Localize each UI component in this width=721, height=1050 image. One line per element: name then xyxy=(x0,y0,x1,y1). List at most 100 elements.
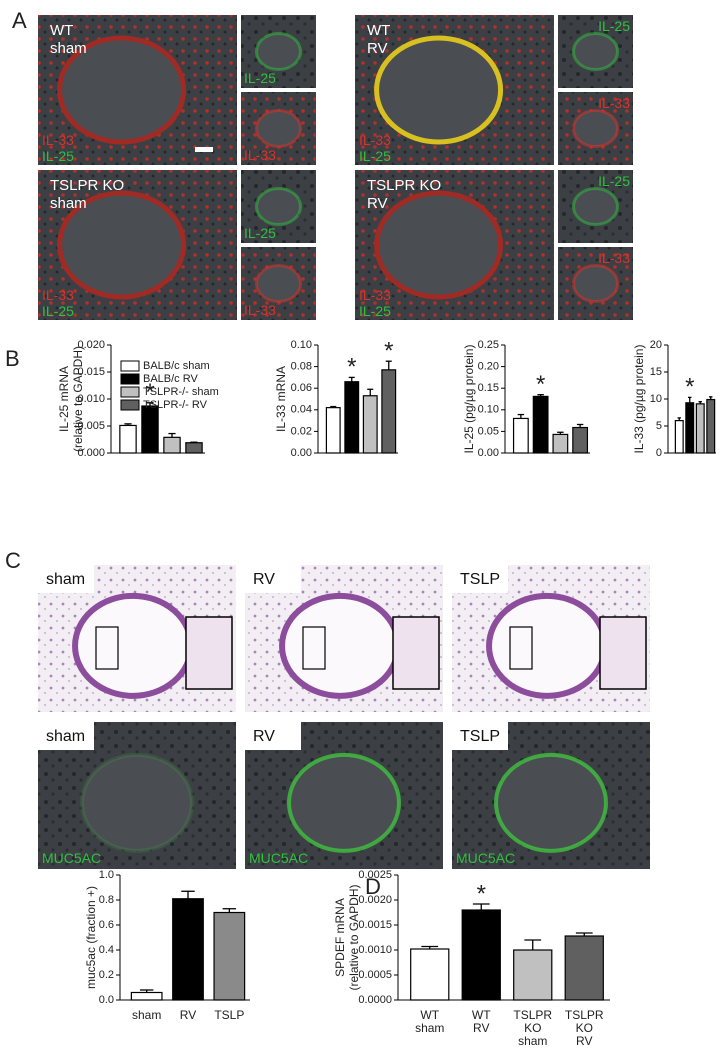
legend-swatch xyxy=(120,373,140,385)
label-box xyxy=(452,722,508,750)
significance-star: * xyxy=(536,371,545,398)
bar xyxy=(130,991,163,1001)
airway xyxy=(57,190,187,300)
bar xyxy=(572,426,589,454)
legend-label: TSLPR-/- sham xyxy=(143,386,219,398)
image-title: RV xyxy=(253,571,275,588)
x-tick-label: WT xyxy=(472,1008,491,1022)
y-tick-label: 0.10 xyxy=(291,339,312,351)
image-title: TSLPR KO xyxy=(50,177,124,194)
y-tick-label: 0.020 xyxy=(77,339,105,351)
stain-label: IL-25 xyxy=(359,148,391,164)
inset-airway xyxy=(572,32,619,71)
bar xyxy=(213,911,246,1001)
significance-star: * xyxy=(347,354,356,381)
bar xyxy=(512,417,529,454)
y-tick-label: 0.0 xyxy=(99,994,114,1006)
image-title: TSLP xyxy=(460,571,500,588)
bar xyxy=(119,424,137,454)
stain-label: MUC5AC xyxy=(42,850,101,866)
zoom-inset xyxy=(392,616,440,690)
bar xyxy=(706,398,716,454)
inset-airway xyxy=(572,187,619,226)
panel-label: B xyxy=(5,346,20,371)
y-axis-label: IL-33 mRNA xyxy=(274,366,288,432)
bar xyxy=(172,898,204,1001)
panel-label: A xyxy=(12,8,27,33)
label-box xyxy=(245,722,301,750)
image-title: sham xyxy=(50,40,87,57)
y-tick-label: 0.02 xyxy=(291,425,312,437)
y-tick-label: 0.10 xyxy=(478,404,499,416)
stain-label: MUC5AC xyxy=(249,850,308,866)
stain-label: IL-33 xyxy=(42,132,74,148)
inset-airway xyxy=(255,264,302,303)
panel-label: C xyxy=(5,548,21,573)
y-tick-label: 0.0010 xyxy=(358,944,392,956)
x-tick-label: RV xyxy=(473,1021,489,1035)
stain-label: IL-25 xyxy=(359,303,391,319)
x-tick-label: KO xyxy=(524,1021,541,1035)
airway xyxy=(374,35,504,145)
stain-label: IL-25 xyxy=(42,303,74,319)
zoom-box xyxy=(95,626,119,670)
stain-label: IL-33 xyxy=(359,287,391,303)
stain-label: IL-33 xyxy=(42,287,74,303)
airway xyxy=(57,35,187,145)
zoom-box xyxy=(302,626,326,670)
inset-stain-label: IL-25 xyxy=(244,225,276,241)
bar xyxy=(185,442,203,454)
y-tick-label: 1.0 xyxy=(99,869,114,881)
bar xyxy=(685,402,695,454)
x-tick-label: RV xyxy=(576,1034,592,1048)
inset-airway xyxy=(572,264,619,303)
y-tick-label: 0.005 xyxy=(77,420,105,432)
y-tick-label: 0.2 xyxy=(99,969,114,981)
inset-airway xyxy=(255,109,302,148)
bar xyxy=(532,395,549,454)
inset-stain-label: IL-25 xyxy=(598,18,630,34)
bar xyxy=(344,381,360,454)
x-tick-label: sham xyxy=(132,1008,161,1022)
y-tick-label: 0.6 xyxy=(99,919,114,931)
legend-swatch xyxy=(120,360,140,372)
y-axis-label: IL-25 (pg/µg protein) xyxy=(462,345,476,454)
x-tick-label: TSLP xyxy=(214,1008,244,1022)
label-box xyxy=(452,565,508,593)
bar xyxy=(325,407,341,454)
fluor-airway xyxy=(494,752,608,853)
legend-swatch xyxy=(120,386,140,398)
y-tick-label: 0.15 xyxy=(478,382,499,394)
y-axis-label: muc5ac (fraction +) xyxy=(84,886,98,989)
inset-stain-label: IL-33 xyxy=(598,95,630,111)
significance-star: * xyxy=(685,374,694,401)
y-axis-label: (relative to GAPDH) xyxy=(347,884,361,990)
legend-label: TSLPR-/- RV xyxy=(143,399,208,411)
x-tick-label: WT xyxy=(420,1008,439,1022)
x-tick-label: sham xyxy=(415,1021,444,1035)
bar xyxy=(695,403,705,454)
stain-label: IL-25 xyxy=(42,148,74,164)
y-axis-label: IL-33 (pg/µg protein) xyxy=(632,345,646,454)
bar xyxy=(674,420,684,454)
y-tick-label: 20 xyxy=(650,339,662,351)
y-tick-label: 0.015 xyxy=(77,366,105,378)
y-tick-label: 0 xyxy=(656,447,662,459)
inset-airway xyxy=(255,187,302,226)
inset-stain-label: IL-33 xyxy=(244,302,276,318)
he-airway xyxy=(72,592,195,699)
y-tick-label: 0.0025 xyxy=(358,869,392,881)
y-tick-label: 0.0020 xyxy=(358,894,392,906)
image-title: TSLP xyxy=(460,728,500,745)
y-tick-label: 0.04 xyxy=(291,404,312,416)
image-title: sham xyxy=(46,571,85,588)
inset-stain-label: IL-33 xyxy=(244,147,276,163)
y-tick-label: 0.8 xyxy=(99,894,114,906)
label-box xyxy=(38,722,94,750)
zoom-box xyxy=(509,626,533,670)
bar xyxy=(552,433,569,454)
image-title: WT xyxy=(50,22,73,39)
airway xyxy=(374,190,504,300)
fluor-airway xyxy=(80,752,194,853)
image-title: sham xyxy=(46,728,85,745)
